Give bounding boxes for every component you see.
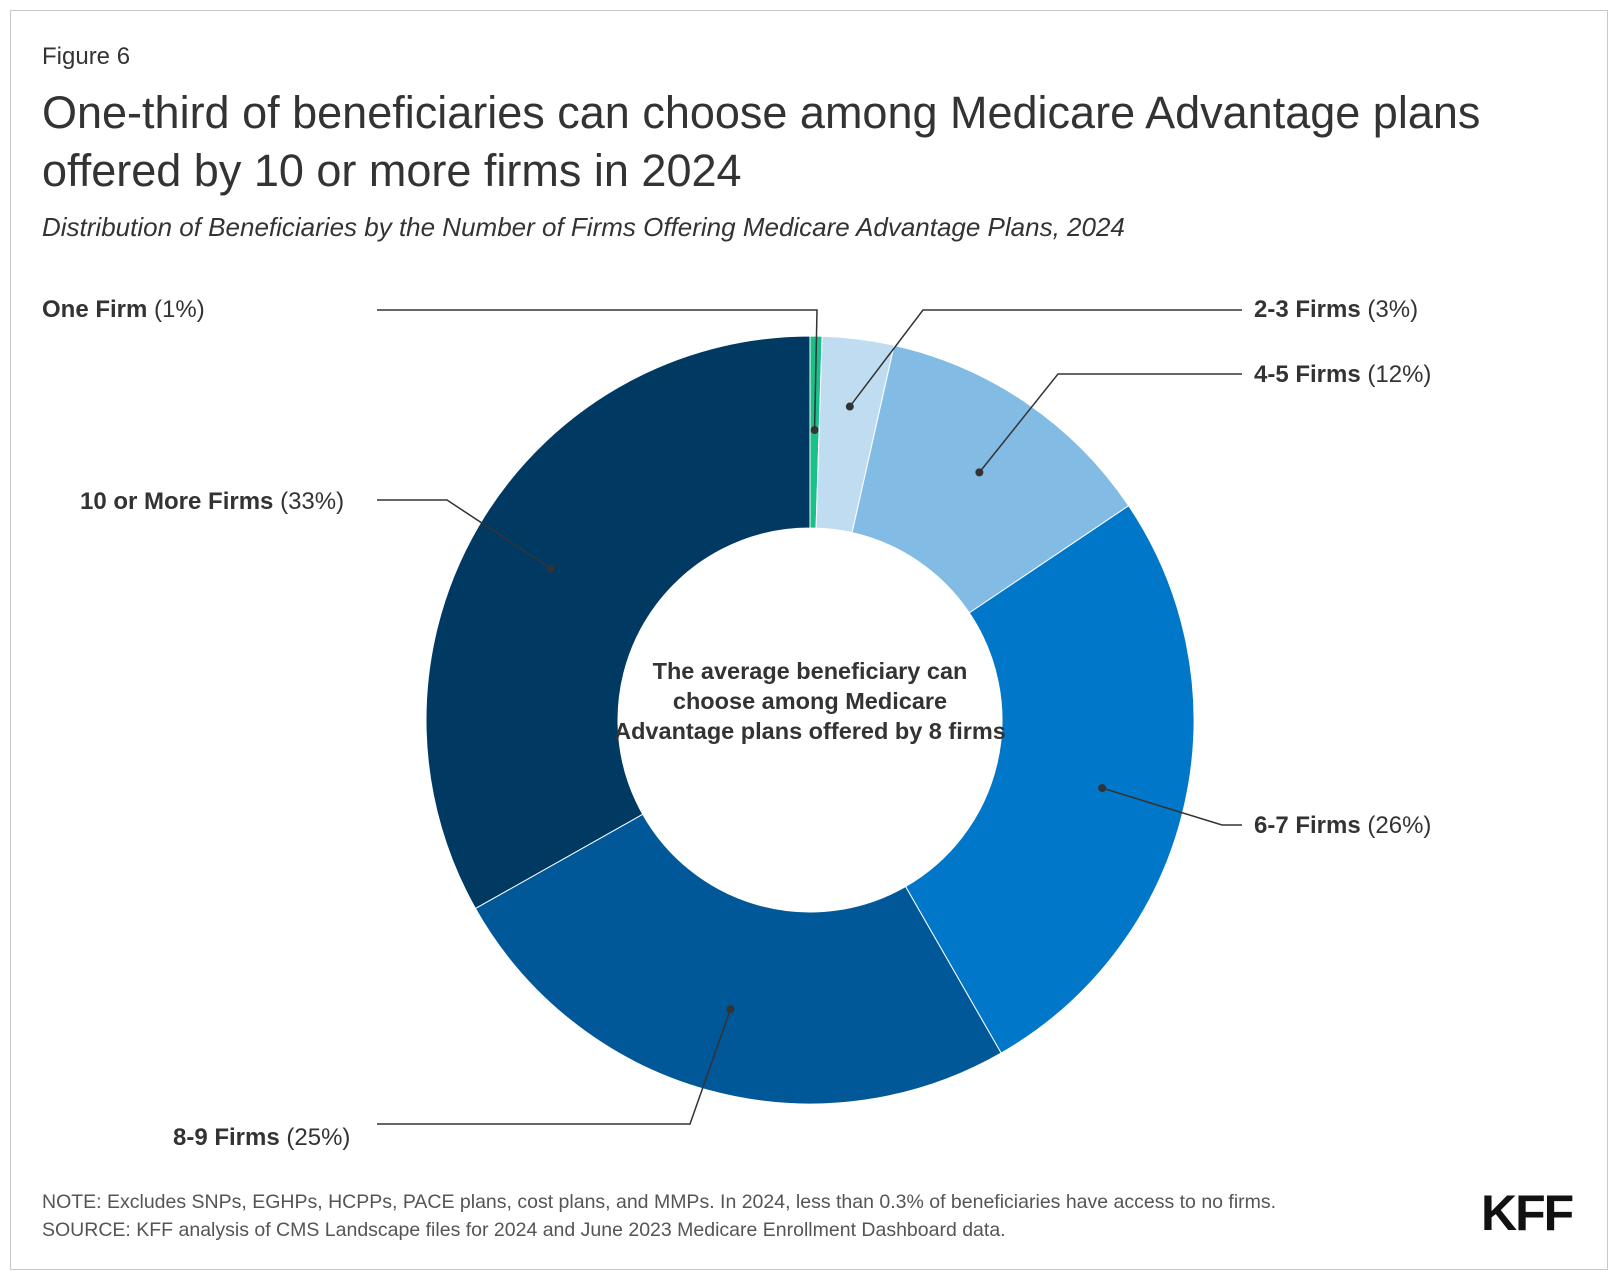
slice-10-or-more-firms	[425, 335, 811, 910]
leader-line	[377, 309, 818, 431]
slice-label-10-or-more-firms: 10 or More Firms (33%)	[80, 488, 344, 516]
leader-dot	[975, 468, 984, 477]
slice-name: 10 or More Firms	[80, 488, 274, 515]
leader-dot	[546, 564, 555, 573]
kff-logo: KFF	[1481, 1185, 1574, 1241]
leader-line	[377, 1009, 732, 1125]
source-line: SOURCE: KFF analysis of CMS Landscape fi…	[42, 1219, 1006, 1241]
donut-center-annotation: The average beneficiary can choose among…	[614, 658, 1006, 744]
slice-6-7-firms	[904, 505, 1195, 1054]
slice-label-one-firm: One Firm (1%)	[42, 296, 205, 324]
slice-name: 6-7 Firms	[1254, 812, 1361, 839]
leader-dot	[726, 1005, 735, 1014]
slice-label-4-5-firms: 4-5 Firms (12%)	[1254, 361, 1431, 389]
slice-percent: (3%)	[1367, 296, 1419, 323]
chart-subtitle: Distribution of Beneficiaries by the Num…	[42, 212, 1125, 242]
slice-label-6-7-firms: 6-7 Firms (26%)	[1254, 812, 1431, 840]
slice-label-2-3-firms: 2-3 Firms (3%)	[1254, 296, 1418, 324]
leader-dot	[845, 402, 854, 411]
leader-line	[377, 499, 552, 570]
leader-line	[978, 373, 1242, 473]
leader-lines-group	[377, 309, 1242, 1125]
slice-label-8-9-firms: 8-9 Firms (25%)	[173, 1124, 350, 1152]
slice-name: 2-3 Firms	[1254, 296, 1361, 323]
slice-4-5-firms	[851, 344, 1130, 614]
notes: NOTE: Excludes SNPs, EGHPs, HCPPs, PACE …	[42, 1188, 1276, 1244]
slice-name: One Firm	[42, 296, 148, 323]
slices-group	[425, 335, 1195, 1105]
note-line: NOTE: Excludes SNPs, EGHPs, HCPPs, PACE …	[42, 1191, 1277, 1213]
figure-label: Figure 6	[42, 43, 131, 70]
slice-percent: (25%)	[286, 1124, 351, 1151]
slice-percent: (12%)	[1367, 361, 1432, 388]
slice-percent: (33%)	[280, 488, 345, 515]
slice-name: 4-5 Firms	[1254, 361, 1361, 388]
slice-name: 8-9 Firms	[173, 1124, 280, 1151]
chart-title: One-third of beneficiaries can choose am…	[42, 87, 1481, 196]
leader-line	[849, 309, 1242, 407]
leader-dot	[810, 426, 819, 435]
leader-line	[1101, 787, 1242, 826]
slice-8-9-firms	[474, 813, 1002, 1105]
slice-percent: (1%)	[154, 296, 205, 323]
slice-percent: (26%)	[1367, 812, 1432, 839]
leader-dot	[1098, 784, 1107, 793]
